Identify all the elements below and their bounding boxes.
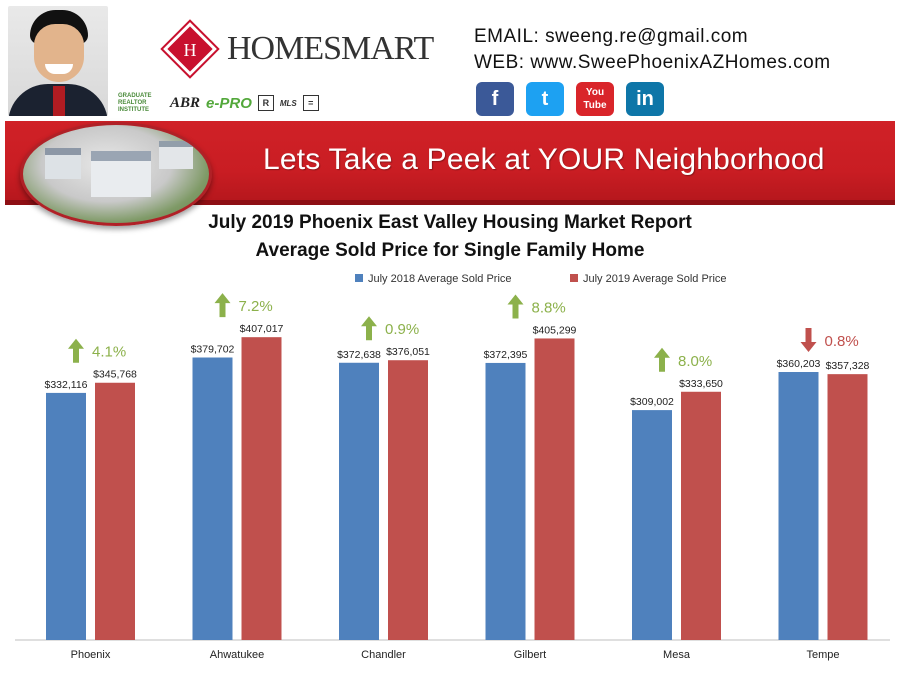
data-label-gilbert-2: $405,299: [533, 324, 577, 336]
arrow-up-icon-mesa: [654, 347, 670, 372]
bar-ahwatukee-2: [241, 337, 282, 640]
neighborhood-image: [20, 122, 212, 226]
change-label-ahwatukee: 7.2%: [239, 298, 273, 315]
bar-mesa-1: [632, 410, 672, 640]
bar-chandler-1: [339, 362, 379, 640]
data-label-tempe-1: $360,203: [777, 358, 821, 370]
chart-subtitle: Average Sold Price for Single Family Hom…: [255, 240, 645, 261]
bar-phoenix-1: [46, 392, 86, 640]
gri-badge: GRADUATE REALTOR INSTITUTE: [118, 92, 152, 113]
data-label-phoenix-1: $332,116: [44, 379, 87, 391]
data-label-chandler-2: $376,051: [386, 346, 430, 358]
x-tick-label-phoenix: Phoenix: [71, 649, 111, 661]
arrow-up-icon-phoenix: [68, 338, 84, 363]
equal-housing-icon: =: [302, 95, 319, 111]
data-label-mesa-1: $309,002: [630, 396, 674, 408]
arrow-up-icon-ahwatukee: [214, 293, 231, 318]
homesmart-diamond-icon: H: [163, 22, 217, 76]
change-label-phoenix: 4.1%: [92, 344, 126, 361]
legend-label-1: July 2018 Average Sold Price: [368, 273, 512, 285]
x-tick-label-tempe: Tempe: [806, 649, 839, 661]
bar-mesa-2: [681, 391, 721, 640]
email-line[interactable]: EMAIL: sweeng.re@gmail.com: [474, 26, 749, 47]
change-label-gilbert: 8.8%: [532, 299, 566, 316]
bar-chart: July 2018 Average Sold Price July 2019 Av…: [15, 273, 890, 661]
bar-chandler-2: [388, 360, 428, 640]
data-label-ahwatukee-2: $407,017: [240, 323, 284, 335]
linkedin-icon[interactable]: in: [626, 82, 664, 116]
legend-swatch-2: [570, 274, 578, 282]
social-links: f t You Tube in: [476, 82, 664, 116]
data-label-tempe-2: $357,328: [826, 360, 870, 372]
bar-gilbert-1: [485, 362, 526, 640]
contact-info: EMAIL: sweeng.re@gmail.com WEB: www.Swee…: [474, 24, 831, 76]
twitter-icon[interactable]: t: [526, 82, 564, 116]
change-label-mesa: 8.0%: [678, 353, 712, 370]
change-label-tempe: 0.8%: [825, 333, 859, 350]
legend-swatch-1: [355, 274, 363, 282]
bar-phoenix-2: [95, 382, 135, 640]
banner-title: Lets Take a Peek at YOUR Neighborhood: [263, 143, 825, 176]
x-tick-label-mesa: Mesa: [663, 649, 691, 661]
data-label-mesa-2: $333,650: [679, 378, 723, 390]
data-label-ahwatukee-1: $379,702: [191, 344, 235, 356]
agent-portrait: [8, 6, 108, 116]
epro-badge: e-PRO: [206, 94, 252, 112]
web-line[interactable]: WEB: www.SweePhoenixAZHomes.com: [474, 52, 831, 73]
homesmart-logo[interactable]: H HOMESMART: [163, 22, 434, 82]
arrow-down-icon-tempe: [800, 328, 817, 353]
youtube-icon[interactable]: You Tube: [576, 82, 614, 116]
legend-label-2: July 2019 Average Sold Price: [583, 273, 727, 285]
bar-tempe-2: [827, 374, 868, 640]
bar-tempe-1: [778, 372, 819, 640]
realtor-badge: R: [257, 95, 274, 111]
abr-badge: ABR: [170, 94, 201, 111]
certification-badges: GRADUATE REALTOR INSTITUTE ABR e-PRO R M…: [118, 92, 398, 114]
facebook-icon[interactable]: f: [476, 82, 514, 116]
data-label-chandler-1: $372,638: [337, 349, 381, 361]
bar-gilbert-2: [534, 338, 575, 640]
arrow-up-icon-chandler: [361, 316, 377, 341]
data-label-phoenix-2: $345,768: [93, 369, 137, 381]
logo-text: HOMESMART: [227, 30, 434, 67]
bar-ahwatukee-1: [192, 357, 233, 640]
chart-title: July 2019 Phoenix East Valley Housing Ma…: [208, 212, 692, 233]
x-tick-label-gilbert: Gilbert: [514, 649, 546, 661]
mls-badge: MLS: [279, 98, 297, 108]
arrow-up-icon-gilbert: [507, 294, 524, 319]
x-tick-label-ahwatukee: Ahwatukee: [210, 649, 264, 661]
change-label-chandler: 0.9%: [385, 321, 419, 338]
data-label-gilbert-1: $372,395: [484, 349, 528, 361]
x-tick-label-chandler: Chandler: [361, 649, 406, 661]
